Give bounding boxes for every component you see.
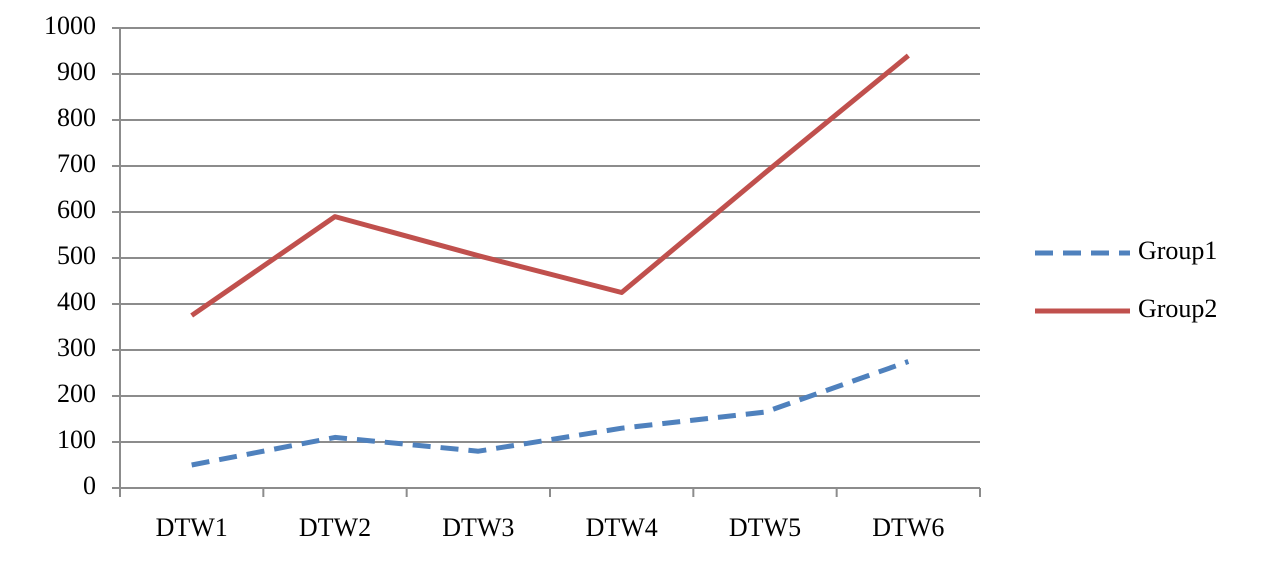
x-tick-label: DTW1 bbox=[156, 513, 228, 542]
y-tick-label: 0 bbox=[83, 471, 96, 500]
y-tick-label: 100 bbox=[57, 425, 96, 454]
legend-label: Group1 bbox=[1138, 236, 1217, 265]
x-tick-label: DTW2 bbox=[299, 513, 371, 542]
x-tick-label: DTW5 bbox=[729, 513, 801, 542]
series-line bbox=[190, 53, 910, 318]
series-line bbox=[191, 359, 910, 468]
x-tick-label: DTW4 bbox=[586, 513, 658, 542]
y-tick-label: 200 bbox=[57, 379, 96, 408]
y-tick-label: 900 bbox=[57, 57, 96, 86]
y-tick-label: 500 bbox=[57, 241, 96, 270]
x-tick-label: DTW3 bbox=[442, 513, 514, 542]
legend-label: Group2 bbox=[1138, 294, 1217, 323]
y-tick-label: 300 bbox=[57, 333, 96, 362]
y-tick-label: 400 bbox=[57, 287, 96, 316]
y-tick-label: 700 bbox=[57, 149, 96, 178]
y-tick-label: 800 bbox=[57, 103, 96, 132]
y-tick-label: 600 bbox=[57, 195, 96, 224]
y-tick-label: 1000 bbox=[44, 11, 96, 40]
x-tick-label: DTW6 bbox=[872, 513, 944, 542]
